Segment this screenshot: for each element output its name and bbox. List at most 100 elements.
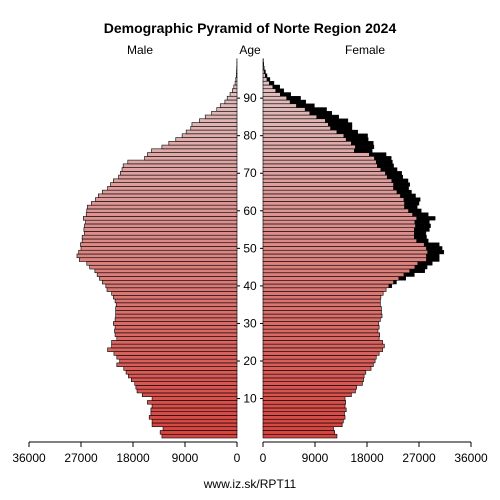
female-excess-bar-age-90 bbox=[286, 96, 301, 101]
age-tick-label-30: 30 bbox=[243, 316, 257, 330]
female-excess-bar-age-56 bbox=[415, 223, 431, 228]
female-excess-bar-age-59 bbox=[412, 212, 429, 217]
male-bar-age-78 bbox=[168, 141, 238, 146]
female-bar-age-93 bbox=[262, 84, 274, 90]
female-excess-bar-age-42 bbox=[398, 276, 406, 281]
female-bar-age-16 bbox=[262, 373, 365, 379]
male-bar-age-30 bbox=[113, 321, 238, 326]
male-bar-age-69 bbox=[118, 174, 238, 180]
x-tick-label-right-18000: 18000 bbox=[350, 451, 384, 465]
female-excess-bar-age-84 bbox=[325, 118, 349, 123]
female-bar-age-32 bbox=[262, 313, 383, 319]
female-excess-bar-age-48 bbox=[426, 253, 440, 258]
female-excess-bar-age-98 bbox=[263, 66, 265, 71]
male-bar-age-88 bbox=[219, 103, 238, 108]
female-bar-age-8 bbox=[262, 403, 346, 409]
x-axis-right: 0 9000 18000 27000 36000 bbox=[260, 441, 488, 465]
female-bar-age-51 bbox=[262, 242, 425, 247]
male-bar-age-25 bbox=[111, 340, 238, 345]
male-bar-age-44 bbox=[94, 268, 238, 274]
female-bar-age-76 bbox=[262, 148, 355, 153]
male-bar-age-95 bbox=[235, 77, 238, 82]
female-bar-age-92 bbox=[262, 88, 277, 93]
age-axis: 10 20 30 40 50 60 70 80 90 bbox=[237, 91, 263, 406]
female-excess-bar-age-76 bbox=[354, 148, 373, 153]
female-bar-age-34 bbox=[262, 306, 382, 311]
female-excess-bar-age-63 bbox=[403, 197, 421, 202]
age-tick-label-90: 90 bbox=[243, 91, 257, 105]
female-excess-bar-age-78 bbox=[351, 141, 374, 146]
female-excess-bar-age-72 bbox=[377, 163, 394, 168]
female-bar-age-7 bbox=[262, 407, 347, 413]
female-excess-bar-age-86 bbox=[309, 111, 332, 116]
female-bar-age-79 bbox=[262, 137, 347, 142]
male-bar-age-56 bbox=[84, 223, 238, 229]
male-bar-age-75 bbox=[147, 152, 238, 157]
male-bar-age-47 bbox=[78, 257, 238, 262]
female-bar-age-3 bbox=[262, 422, 343, 428]
female-excess-bar-age-50 bbox=[426, 246, 443, 251]
female-excess-bar-age-62 bbox=[404, 201, 420, 206]
female-excess-bar-age-43 bbox=[403, 272, 415, 277]
female-bar-age-37 bbox=[262, 294, 382, 300]
male-bar-age-23 bbox=[107, 347, 238, 352]
x-tick-label-right-27000: 27000 bbox=[402, 451, 436, 465]
male-bar-age-93 bbox=[233, 84, 238, 90]
male-bar-age-0 bbox=[161, 433, 238, 439]
male-bar-age-82 bbox=[190, 126, 238, 131]
female-excess-bar-age-77 bbox=[355, 144, 375, 150]
female-bar-age-22 bbox=[262, 351, 380, 356]
male-bar-age-96 bbox=[235, 73, 238, 78]
female-excess-bar-age-46 bbox=[417, 261, 433, 266]
x-tick-label-left-0: 0 bbox=[234, 451, 241, 465]
male-bar-age-2 bbox=[162, 426, 238, 431]
female-excess-bar-age-53 bbox=[414, 235, 427, 240]
female-bar-age-31 bbox=[262, 317, 381, 322]
female-bar-age-41 bbox=[262, 279, 394, 285]
male-bar-age-45 bbox=[89, 264, 238, 270]
female-bar-age-68 bbox=[262, 178, 393, 183]
female-bar-age-55 bbox=[262, 227, 415, 232]
female-bar-age-78 bbox=[262, 141, 352, 146]
female-bar-age-0 bbox=[262, 433, 338, 439]
female-excess-bar-age-40 bbox=[388, 283, 393, 288]
female-excess-bar-age-44 bbox=[409, 268, 425, 273]
male-bar-age-33 bbox=[115, 310, 238, 315]
female-bar-age-71 bbox=[262, 167, 382, 172]
age-label: Age bbox=[239, 43, 261, 57]
female-bar-age-80 bbox=[262, 133, 345, 138]
female-bar-age-52 bbox=[262, 238, 417, 244]
female-excess-bar-age-68 bbox=[391, 178, 409, 183]
female-excess-bar-age-54 bbox=[414, 231, 427, 236]
female-excess-bar-age-80 bbox=[343, 133, 368, 138]
female-excess-bar-age-64 bbox=[400, 193, 416, 198]
male-bar-age-11 bbox=[141, 392, 238, 397]
female-excess-bar-age-49 bbox=[427, 250, 445, 255]
female-bar-age-70 bbox=[262, 171, 386, 176]
male-bar-age-5 bbox=[148, 415, 238, 420]
male-bar-age-57 bbox=[85, 219, 238, 225]
male-bar-age-55 bbox=[83, 227, 238, 232]
female-bar-age-50 bbox=[262, 246, 427, 251]
male-bar-age-28 bbox=[114, 328, 238, 334]
female-bar-age-85 bbox=[262, 114, 318, 120]
female-bar-age-35 bbox=[262, 302, 381, 307]
male-bar-age-40 bbox=[105, 283, 238, 289]
female-bar-age-89 bbox=[262, 99, 291, 105]
male-bar-age-84 bbox=[199, 118, 238, 123]
x-axis-left: 36000 27000 18000 9000 0 bbox=[12, 441, 241, 465]
male-bar-age-50 bbox=[80, 246, 238, 251]
male-bar-age-80 bbox=[181, 133, 238, 138]
female-excess-bar-age-82 bbox=[330, 126, 353, 131]
female-excess-bar-age-65 bbox=[396, 189, 412, 195]
female-excess-bar-age-71 bbox=[380, 167, 398, 172]
male-bar-age-21 bbox=[116, 355, 238, 360]
female-excess-bar-age-89 bbox=[289, 99, 306, 104]
female-bar-age-57 bbox=[262, 219, 416, 225]
male-bars bbox=[76, 58, 238, 439]
female-bar-age-29 bbox=[262, 325, 380, 330]
male-bar-age-81 bbox=[185, 129, 238, 135]
female-bar-age-75 bbox=[262, 152, 370, 157]
male-bar-age-62 bbox=[91, 201, 238, 206]
x-tick-label-right-9000: 9000 bbox=[302, 451, 329, 465]
